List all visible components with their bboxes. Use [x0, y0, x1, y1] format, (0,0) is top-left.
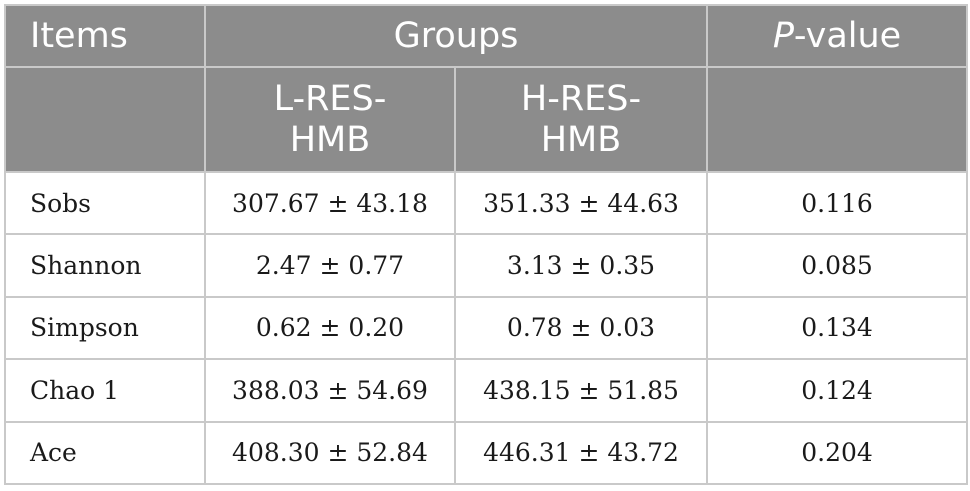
pvalue-cell: 0.124	[706, 358, 969, 423]
pvalue-cell: 0.204	[706, 420, 969, 486]
h-res-hmb-cell: 446.31 ± 43.72	[453, 420, 709, 486]
table-row: Simpson 0.62 ± 0.20 0.78 ± 0.03 0.134	[4, 295, 969, 361]
table-row: Sobs 307.67 ± 43.18 351.33 ± 44.63 0.116	[4, 170, 969, 236]
pvalue-cell: 0.134	[706, 295, 969, 361]
header-row-sub: L-RES- HMB H-RES- HMB	[4, 66, 969, 173]
item-cell: Sobs	[4, 170, 206, 236]
table-row: Ace 408.30 ± 52.84 446.31 ± 43.72 0.204	[4, 420, 969, 486]
pvalue-column-header: P-value	[706, 4, 969, 68]
table-header: Items Groups P-value L-RES- HMB H-RES- H…	[4, 4, 969, 173]
l-res-hmb-cell: 0.62 ± 0.20	[204, 295, 456, 361]
header-row-top: Items Groups P-value	[4, 4, 969, 68]
group-h-line2: HMB	[540, 119, 622, 160]
group-l-res-hmb-header: L-RES- HMB	[204, 66, 456, 173]
items-column-header: Items	[4, 4, 206, 68]
table-body: Sobs 307.67 ± 43.18 351.33 ± 44.63 0.116…	[4, 170, 969, 486]
h-res-hmb-cell: 0.78 ± 0.03	[453, 295, 709, 361]
l-res-hmb-cell: 2.47 ± 0.77	[204, 233, 456, 298]
items-subheader-empty	[4, 66, 206, 173]
data-table-container: Items Groups P-value L-RES- HMB H-RES- H…	[4, 4, 969, 486]
group-h-res-hmb-header: H-RES- HMB	[453, 66, 709, 173]
item-cell: Simpson	[4, 295, 206, 361]
group-l-line2: HMB	[289, 119, 371, 160]
groups-column-header: Groups	[203, 4, 709, 68]
alpha-diversity-table: Items Groups P-value L-RES- HMB H-RES- H…	[4, 4, 969, 486]
item-cell: Chao 1	[4, 358, 206, 423]
l-res-hmb-cell: 388.03 ± 54.69	[204, 358, 456, 423]
pvalue-cell: 0.116	[706, 170, 969, 236]
l-res-hmb-cell: 307.67 ± 43.18	[204, 170, 456, 236]
h-res-hmb-cell: 351.33 ± 44.63	[453, 170, 709, 236]
h-res-hmb-cell: 438.15 ± 51.85	[453, 358, 709, 423]
pvalue-header-italic: P	[772, 15, 794, 56]
pvalue-cell: 0.085	[706, 233, 969, 298]
group-l-line1: L-RES-	[273, 78, 387, 119]
table-row: Chao 1 388.03 ± 54.69 438.15 ± 51.85 0.1…	[4, 358, 969, 423]
l-res-hmb-cell: 408.30 ± 52.84	[204, 420, 456, 486]
pvalue-subheader-empty	[706, 66, 969, 173]
table-row: Shannon 2.47 ± 0.77 3.13 ± 0.35 0.085	[4, 233, 969, 298]
pvalue-header-rest: -value	[793, 15, 902, 56]
h-res-hmb-cell: 3.13 ± 0.35	[453, 233, 709, 298]
group-h-line1: H-RES-	[520, 78, 642, 119]
item-cell: Ace	[4, 420, 206, 486]
item-cell: Shannon	[4, 233, 206, 298]
